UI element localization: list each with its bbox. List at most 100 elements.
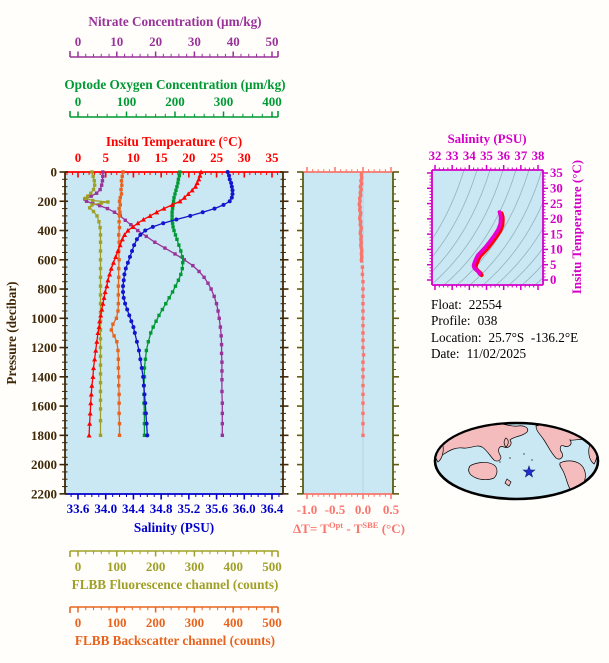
svg-text:10: 10 [110,34,123,49]
svg-text:30: 30 [238,150,251,165]
svg-text:36: 36 [497,149,510,163]
svg-text:400: 400 [38,223,58,238]
svg-text:-0.5: -0.5 [325,502,346,517]
temperature-profile-series [86,169,204,438]
svg-text:10: 10 [550,243,563,257]
svg-text:35: 35 [266,150,280,165]
svg-text:100: 100 [107,559,127,574]
svg-text:15: 15 [155,150,169,165]
svg-text:34.8: 34.8 [150,501,173,516]
temperature-axis: 0 5 10 15 20 25 30 35 Insitu Temperature (°C) [65,134,283,178]
svg-text:Salinity (PSU): Salinity (PSU) [447,131,526,146]
svg-text:Nitrate Concentration (µm/kg): Nitrate Concentration (µm/kg) [88,14,261,29]
float-info-block: Float: 22554 Profile: 038 Location: 25.7°S … [431,297,578,363]
salinity-profile-series [121,170,235,438]
svg-text:500: 500 [262,559,282,574]
svg-text:0: 0 [75,559,82,574]
profile-number-value: 038 [477,313,498,329]
svg-text:100: 100 [117,94,137,109]
svg-text:30: 30 [550,181,563,195]
svg-text:400: 400 [262,94,282,109]
svg-text:0: 0 [51,165,58,180]
svg-text:35: 35 [480,149,493,163]
delta-t-chart: -1.0 -0.5 0.0 0.5 ΔT= TOpt - TSBE (°C) [293,167,405,536]
svg-text:Optode Oxygen Concentration (µ: Optode Oxygen Concentration (µm/kg) [64,77,285,92]
oxygen-axis: 0 100 200 300 400 Optode Oxygen Concentration… [64,77,286,118]
svg-text:1200: 1200 [31,340,57,355]
svg-text:20: 20 [182,150,195,165]
svg-text:300: 300 [185,559,205,574]
svg-text:36.4: 36.4 [261,501,284,516]
svg-text:400: 400 [223,559,243,574]
svg-text:2000: 2000 [31,457,57,472]
svg-text:FLBB Backscatter channel (coun: FLBB Backscatter channel (counts) [75,633,275,648]
svg-text:300: 300 [185,615,205,630]
svg-text:Salinity (PSU): Salinity (PSU) [134,520,214,535]
density-contours [432,170,543,285]
svg-text:800: 800 [38,282,58,297]
float-id-label: Float: [431,297,462,312]
svg-text:5: 5 [550,258,556,272]
backscatter-axis: 0 100 200 300 400 500 FLBB Backscatter channel… [69,606,282,648]
svg-text:500: 500 [262,615,282,630]
svg-text:34.4: 34.4 [122,501,145,516]
float-location-star [522,465,536,478]
svg-text:32: 32 [429,149,442,163]
svg-text:5: 5 [102,150,109,165]
svg-text:300: 300 [214,94,234,109]
nitrate-axis: 0 10 20 30 40 50 Nitrate Concentration (µm/kg) [69,14,279,58]
svg-text:1800: 1800 [31,428,57,443]
svg-text:25: 25 [210,150,224,165]
svg-text:25: 25 [550,197,563,211]
svg-text:30: 30 [188,34,201,49]
svg-text:1600: 1600 [31,399,57,414]
svg-text:0.0: 0.0 [355,502,371,517]
svg-text:1000: 1000 [31,311,57,326]
svg-text:200: 200 [165,94,185,109]
world-map [433,421,600,501]
svg-text:ΔT= TOpt - TSBE (°C): ΔT= TOpt - TSBE (°C) [293,520,405,536]
fluorescence-axis: 0 100 200 300 400 500 FLBB Fluorescence channe… [69,550,282,592]
svg-text:600: 600 [38,252,58,267]
svg-text:33.6: 33.6 [67,501,90,516]
svg-text:0: 0 [75,94,82,109]
svg-text:200: 200 [38,194,58,209]
svg-text:37: 37 [514,149,527,163]
svg-text:15: 15 [550,227,563,241]
delta-t-dense-series [357,171,364,264]
svg-text:50: 50 [266,34,279,49]
svg-text:35.2: 35.2 [177,501,200,516]
fluorescence-profile-series [84,170,110,438]
float-id-line: Float: 22554 [431,297,578,313]
svg-text:40: 40 [227,34,240,49]
svg-text:200: 200 [146,615,166,630]
svg-text:10: 10 [127,150,140,165]
profile-number-line: Profile: 038 [431,313,578,329]
svg-text:0: 0 [75,615,82,630]
svg-text:100: 100 [107,615,127,630]
svg-text:20: 20 [550,212,563,226]
svg-text:Insitu Temperature (°C): Insitu Temperature (°C) [569,160,584,294]
delta-t-markers-series [360,265,366,438]
svg-text:34.0: 34.0 [94,501,117,516]
svg-text:34: 34 [463,149,476,163]
svg-text:FLBB Fluorescence channel (cou: FLBB Fluorescence channel (counts) [72,577,279,592]
salinity-axis: 33.6 34.0 34.4 34.8 35.2 35.6 36.0 36.4 Salinity… [65,493,284,535]
ts-curve [471,210,505,278]
svg-text:33: 33 [446,149,459,163]
svg-text:0.5: 0.5 [383,502,400,517]
svg-text:Insitu Temperature (°C): Insitu Temperature (°C) [106,134,242,149]
svg-text:-1.0: -1.0 [297,502,318,517]
location-value: 25.7°S -136.2°E [488,329,579,345]
date-label: Date: [431,346,460,362]
svg-text:36.0: 36.0 [233,501,256,516]
profile-number-label: Profile: [431,313,471,329]
svg-text:0: 0 [550,273,556,287]
svg-text:35: 35 [550,166,563,180]
svg-text:0: 0 [75,34,82,49]
svg-text:400: 400 [223,615,243,630]
